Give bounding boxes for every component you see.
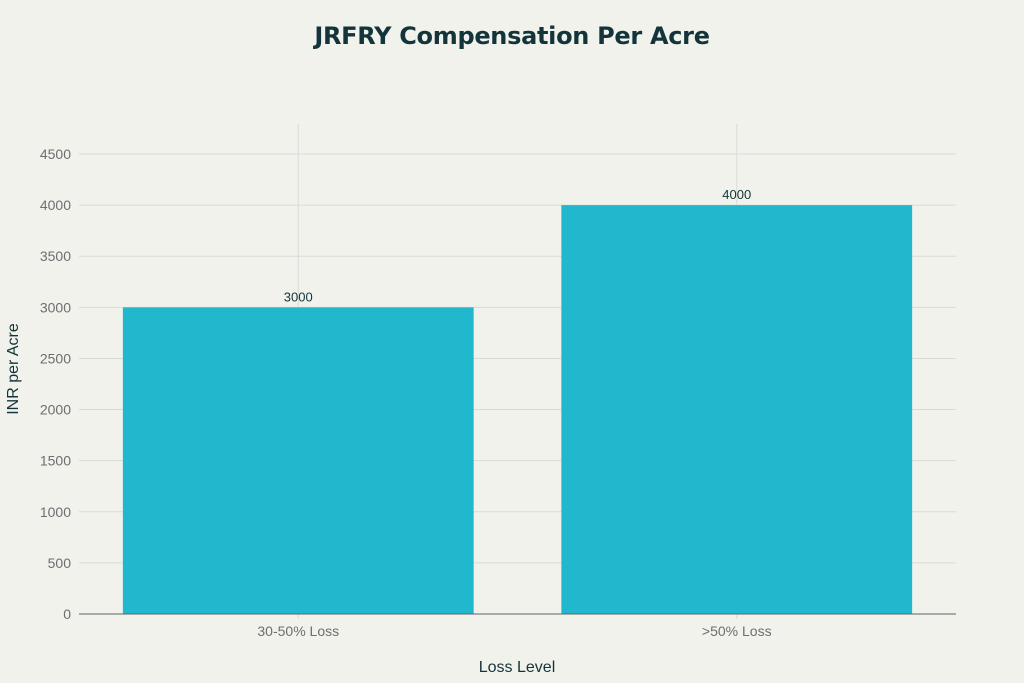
y-tick-label: 1500 <box>40 453 71 469</box>
x-tick-label: 30-50% Loss <box>257 623 339 639</box>
bar-value-label: 4000 <box>722 187 751 202</box>
y-tick-label: 3000 <box>40 299 71 315</box>
bars: 3000 4000 <box>122 187 913 614</box>
bar-value-label: 3000 <box>284 289 313 304</box>
chart-title: JRFRY Compensation Per Acre <box>314 22 710 50</box>
x-axis-ticks: 30-50% Loss >50% Loss <box>257 614 772 639</box>
bar <box>122 307 474 614</box>
y-tick-label: 0 <box>63 606 71 622</box>
x-tick-label: >50% Loss <box>702 623 772 639</box>
y-tick-label: 4000 <box>40 197 71 213</box>
y-tick-label: 1000 <box>40 504 71 520</box>
y-axis-ticks: 0 500 1000 1500 2000 2500 3000 3500 4000 4500 <box>40 146 71 622</box>
y-tick-label: 2000 <box>40 402 71 418</box>
y-tick-label: 3500 <box>40 248 71 264</box>
bar <box>561 205 913 614</box>
y-tick-label: 500 <box>48 555 72 571</box>
x-axis-title: Loss Level <box>479 659 556 676</box>
y-axis-title: INR per Acre <box>5 323 22 415</box>
y-tick-label: 2500 <box>40 350 71 366</box>
y-tick-label: 4500 <box>40 146 71 162</box>
